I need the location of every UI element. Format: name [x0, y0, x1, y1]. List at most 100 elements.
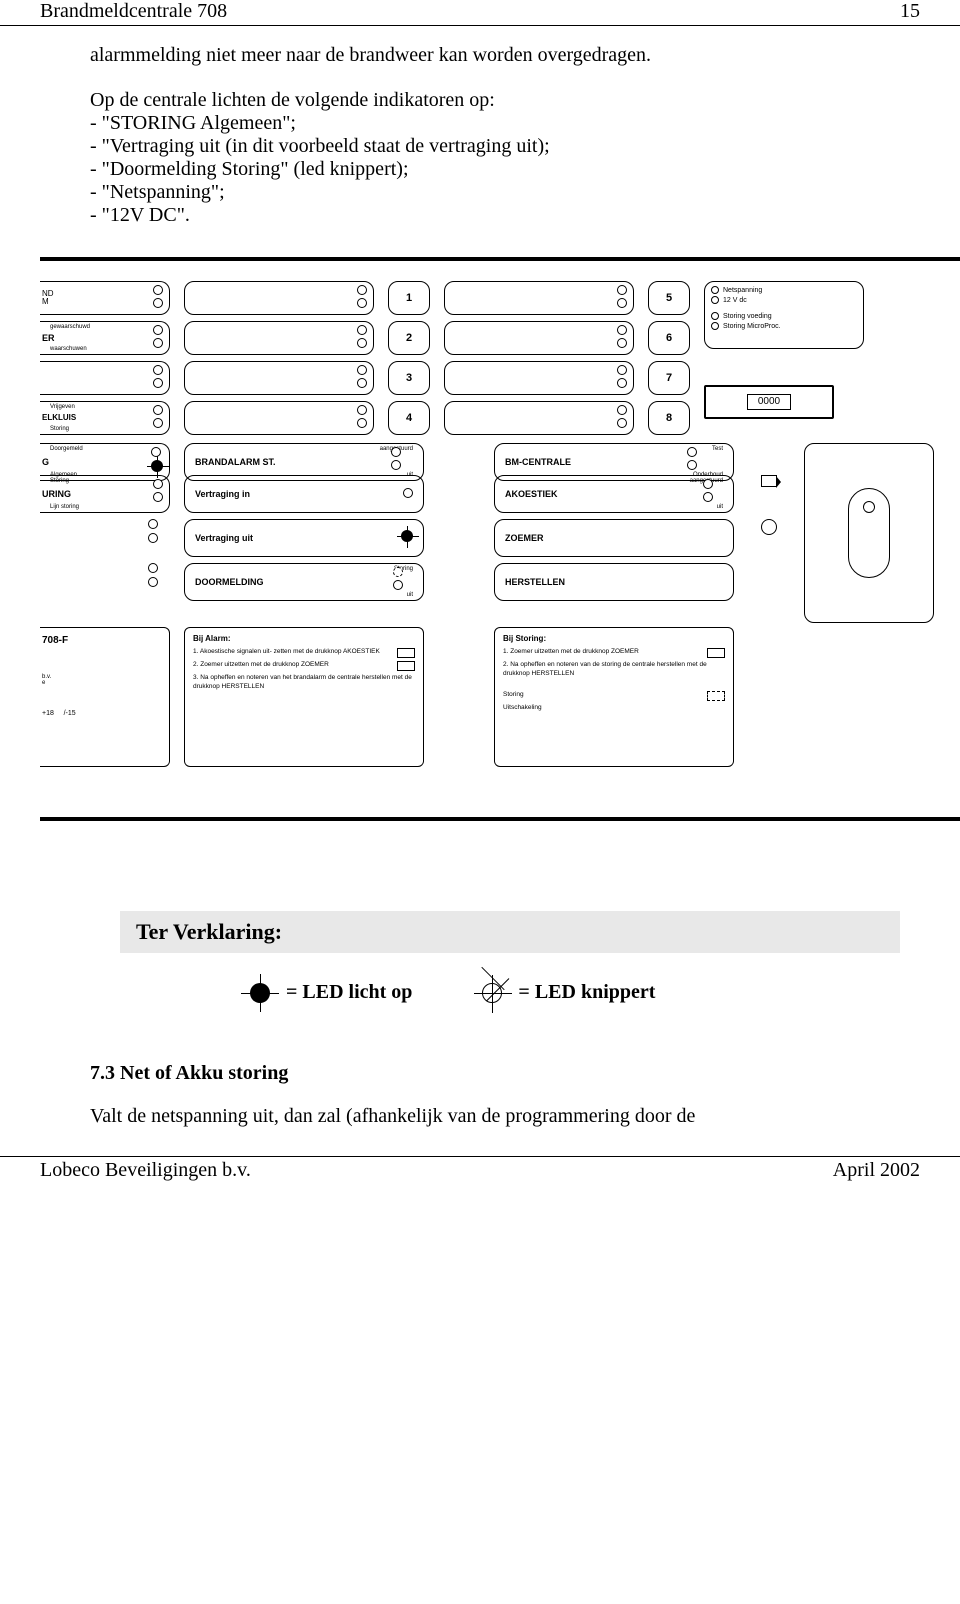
led-icon: [357, 418, 367, 428]
bullet-item: - "Doormelding Storing" (led knippert);: [90, 158, 870, 181]
page-header: Brandmeldcentrale 708 15: [0, 0, 960, 26]
led-icon: [617, 338, 627, 348]
led-pair: [357, 365, 367, 388]
led-icon: [148, 577, 158, 587]
footer-left: Lobeco Beveiligingen b.v.: [40, 1159, 251, 1182]
box-keyswitch: [804, 443, 934, 623]
led-icon: [617, 378, 627, 388]
instructions-storing: Bij Storing: 1. Zoemer uitzetten met de …: [494, 627, 734, 767]
left-box-elkluis: Vrijgeven ELKLUIS Storing: [40, 401, 170, 435]
led-icon: [687, 460, 697, 470]
paragraph-1: alarmmelding niet meer naar de brandweer…: [90, 44, 870, 67]
led-on-icon: [250, 983, 270, 1003]
status-column: Netspanning 12 V dc Storing voeding Stor…: [704, 281, 864, 419]
led-icon: [153, 405, 163, 415]
led-icon: [617, 325, 627, 335]
led-icon: [357, 405, 367, 415]
box-label: ZOEMER: [505, 534, 544, 543]
display-value: 0000: [747, 394, 791, 410]
led-icon: [153, 418, 163, 428]
led-pair: [357, 325, 367, 348]
section-body: Valt de netspanning uit, dan zal (afhank…: [90, 1105, 870, 1128]
led-icon: [617, 365, 627, 375]
led-pair: [617, 365, 627, 388]
buzzer-icon: [761, 519, 777, 535]
left-box-nd: NDM: [40, 281, 170, 315]
led-icon: [357, 378, 367, 388]
status-box-power: Netspanning 12 V dc Storing voeding Stor…: [704, 281, 864, 349]
instructions-alarm: Bij Alarm: 1. Akoestische signalen uit- …: [184, 627, 424, 767]
keyhole-icon: [848, 488, 890, 578]
instr-text: 1. Akoestische signalen uit- zetten met …: [193, 648, 380, 658]
zone-box: [184, 321, 374, 355]
led-icon: [393, 580, 403, 590]
model-box: 708-F b.v. e +18 /-15: [40, 627, 170, 767]
zone-box: [184, 361, 374, 395]
led-icon: [153, 338, 163, 348]
box-label: BM-CENTRALE: [505, 458, 571, 467]
led-icon: [617, 298, 627, 308]
status-label: Storing MicroProc.: [723, 323, 781, 330]
led-icon: [153, 298, 163, 308]
led-pair: [153, 365, 163, 388]
bullet-list: - "STORING Algemeen"; - "Vertraging uit …: [90, 112, 870, 227]
led-icon: [391, 460, 401, 470]
led-icon: [151, 447, 161, 457]
led-icon: [153, 492, 163, 502]
zone-num-col-2: 5 6 7 8: [648, 281, 690, 435]
header-page-number: 15: [900, 0, 920, 23]
instr-text: 2. Zoemer uitzetten met de drukknop ZOEM…: [193, 661, 329, 671]
instr-foot: Uitschakeling: [503, 704, 542, 712]
led-icon: [687, 447, 697, 457]
zone-number: 4: [388, 401, 430, 435]
legend-led-on: = LED licht op: [250, 981, 412, 1004]
led-stack: [40, 519, 170, 543]
panel-diagram: NDM gewaarschuwd ER waarschuwen Vrijgeve…: [0, 261, 960, 787]
box-vertraging-uit: Vertraging uit: [184, 519, 424, 557]
led-on-icon: [401, 530, 413, 542]
zone-box: [444, 281, 634, 315]
legend-label: = LED licht op: [286, 981, 412, 1004]
bullet-item: - "STORING Algemeen";: [90, 112, 870, 135]
small-label: Vrijgeven: [50, 404, 75, 410]
status-label: Netspanning: [723, 287, 762, 294]
led-pair: [687, 447, 697, 470]
box-herstellen: HERSTELLEN: [494, 563, 734, 601]
zone-rows: NDM gewaarschuwd ER waarschuwen Vrijgeve…: [40, 281, 960, 435]
led-icon: [148, 533, 158, 543]
instr-title: Bij Storing:: [503, 634, 725, 644]
led-icon: [711, 296, 719, 304]
box-doormelding: DOORMELDING Storing uit: [184, 563, 424, 601]
left-indicator-column: NDM gewaarschuwd ER waarschuwen Vrijgeve…: [40, 281, 170, 435]
left-box-label: NDM: [42, 290, 54, 306]
instr-text: 1. Zoemer uitzetten met de drukknop ZOEM…: [503, 648, 639, 658]
led-stack: [40, 563, 170, 587]
box-vertraging-in: Vertraging in: [184, 475, 424, 513]
led-pair: [357, 405, 367, 428]
led-icon: [153, 285, 163, 295]
buzzer-icon: [397, 661, 415, 671]
box-label: Vertraging uit: [195, 534, 253, 543]
small-label: Lijn storing: [50, 504, 79, 510]
zone-number: 5: [648, 281, 690, 315]
box-label: URING: [42, 490, 71, 499]
led-icon: [703, 492, 713, 502]
small-label: uit: [717, 504, 723, 510]
model-plus: +18: [42, 710, 54, 717]
ter-verklaring-heading: Ter Verklaring:: [120, 911, 900, 953]
box-akoestiek: AKOESTIEK aangestuurd uit: [494, 475, 734, 513]
section-7-3: 7.3 Net of Akku storing Valt de netspann…: [0, 1004, 960, 1128]
led-pair: [153, 285, 163, 308]
led-icon: [153, 479, 163, 489]
small-label: waarschuwen: [50, 346, 87, 352]
led-icon: [703, 479, 713, 489]
led-on-icon: [151, 460, 163, 472]
left-box-er: gewaarschuwd ER waarschuwen: [40, 321, 170, 355]
led-icon: [153, 365, 163, 375]
zone-number: 1: [388, 281, 430, 315]
box-label: BRANDALARM ST.: [195, 458, 276, 467]
buzzer-icon: [707, 648, 725, 658]
small-label: Storing: [50, 426, 69, 432]
led-icon: [357, 298, 367, 308]
zone-box: [444, 401, 634, 435]
